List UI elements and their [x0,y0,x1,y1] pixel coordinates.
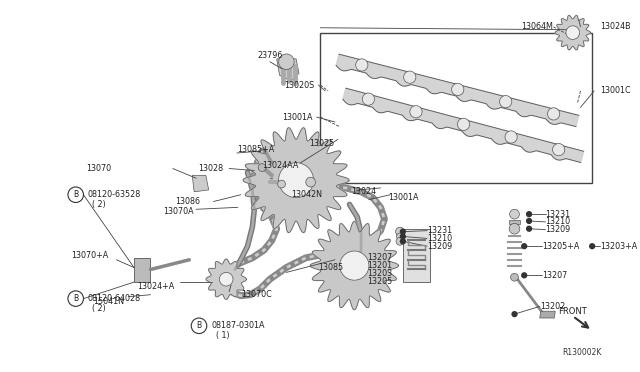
Text: 13210: 13210 [427,234,452,243]
Text: 13070A: 13070A [164,207,194,216]
Text: 13205: 13205 [367,277,392,286]
Circle shape [500,96,512,108]
Text: 13042N: 13042N [291,190,322,199]
Text: 08120-63528: 08120-63528 [88,190,141,199]
Circle shape [410,106,422,118]
Circle shape [258,164,266,171]
Text: 13001C: 13001C [600,86,630,95]
Text: 13210: 13210 [545,217,571,227]
Text: 15041N: 15041N [93,297,124,306]
Text: 13203: 13203 [367,269,392,278]
Circle shape [340,251,369,280]
Circle shape [68,291,83,307]
Text: R130002K: R130002K [563,349,602,357]
Polygon shape [192,175,209,192]
Text: 13086: 13086 [175,197,200,206]
Text: 23796: 23796 [257,51,283,60]
Text: 13203+A: 13203+A [600,242,637,251]
Polygon shape [403,229,430,282]
Circle shape [509,223,520,234]
Circle shape [362,93,374,105]
Circle shape [396,237,404,245]
Polygon shape [243,128,349,232]
Text: 13207: 13207 [367,253,392,262]
Text: 13070+A: 13070+A [72,251,109,260]
Circle shape [589,244,595,248]
Circle shape [522,273,527,278]
Circle shape [220,272,233,286]
Circle shape [306,177,316,187]
Circle shape [512,312,517,317]
Circle shape [278,180,285,188]
Text: 13070: 13070 [86,164,111,173]
Text: 13205+A: 13205+A [541,242,579,251]
Circle shape [401,229,405,234]
Text: 13202: 13202 [540,302,565,311]
Polygon shape [310,221,399,310]
Text: ( 2): ( 2) [92,304,106,313]
Text: ( 2): ( 2) [92,200,106,209]
Circle shape [278,163,314,198]
Text: 13209: 13209 [427,242,452,251]
Circle shape [511,273,518,281]
Text: 13085: 13085 [319,263,344,272]
Circle shape [509,209,519,219]
Circle shape [278,54,294,70]
Polygon shape [206,259,246,299]
Polygon shape [276,59,299,81]
Circle shape [527,226,531,231]
Circle shape [527,212,531,217]
Polygon shape [134,258,150,282]
Polygon shape [555,15,591,50]
Circle shape [522,244,527,248]
Text: B: B [73,190,78,199]
Circle shape [527,218,531,223]
Text: 13024AA: 13024AA [262,161,298,170]
Text: B: B [196,321,202,330]
Text: 08120-64028: 08120-64028 [88,294,141,303]
Circle shape [552,144,564,156]
Polygon shape [509,220,520,224]
Text: 13207: 13207 [541,271,567,280]
Polygon shape [343,88,584,163]
Circle shape [566,26,580,39]
Text: 13231: 13231 [427,226,452,235]
Text: 13028: 13028 [198,164,223,173]
Text: 13001A: 13001A [282,113,312,122]
Text: 13209: 13209 [545,225,571,234]
Circle shape [404,71,416,83]
Circle shape [458,118,470,131]
Circle shape [401,239,405,244]
Text: 13001A: 13001A [388,193,419,202]
Text: B: B [73,294,78,303]
Text: 08187-0301A: 08187-0301A [212,321,265,330]
Circle shape [68,187,83,202]
Polygon shape [336,54,579,126]
Circle shape [356,59,368,71]
Text: 13020S: 13020S [284,81,314,90]
Circle shape [397,233,403,240]
Circle shape [452,83,464,96]
Text: 13201: 13201 [367,261,392,270]
Text: ( 1): ( 1) [216,331,229,340]
Text: 13064M: 13064M [522,22,554,31]
Circle shape [547,108,560,120]
Text: FRONT: FRONT [558,307,587,316]
Text: 13085+A: 13085+A [237,145,274,154]
Text: 13231: 13231 [545,210,571,219]
Text: 13024+A: 13024+A [138,282,175,291]
Text: 13024B: 13024B [600,22,630,31]
Text: 13070C: 13070C [241,290,271,299]
Bar [321,33,592,183]
Circle shape [191,318,207,334]
Text: 13024: 13024 [351,187,377,196]
Polygon shape [540,311,556,318]
Circle shape [401,234,405,239]
Circle shape [396,227,404,236]
Circle shape [505,131,517,143]
Text: 13025: 13025 [308,139,334,148]
